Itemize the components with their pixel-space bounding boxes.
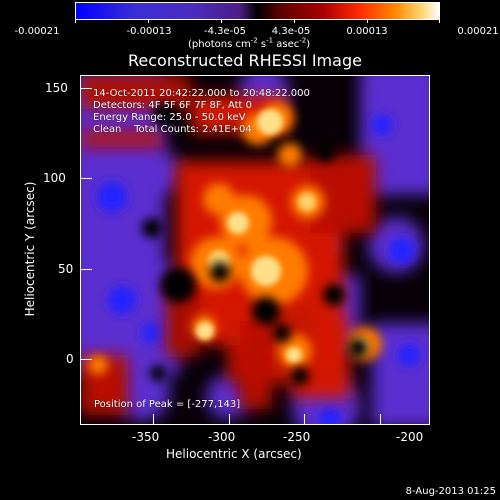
- units-sup-1: -2: [250, 36, 258, 45]
- units-suffix: ): [306, 39, 311, 50]
- colorbar-units: (photons cm-2 s-1 asec-2): [188, 36, 311, 52]
- peak-position: Position of Peak = [-277,143]: [94, 399, 241, 410]
- y-tick-150: [80, 88, 92, 89]
- y-tick-label-150: 150: [45, 81, 68, 95]
- colorbar-tick-3: [294, 20, 295, 23]
- y-tick-label-100: 100: [43, 171, 66, 185]
- rhessi-image-svg: [80, 75, 430, 425]
- units-sup-2: -1: [266, 36, 274, 45]
- colorbar-tick-5: [439, 20, 440, 23]
- colorbar-label-2: -0.00013: [126, 26, 172, 37]
- dark-holes: [142, 103, 368, 385]
- x-tick-minus-200: [380, 414, 381, 425]
- x-tick-label-minus-350: -350: [132, 430, 160, 444]
- colorbar-tick-1: [148, 20, 149, 23]
- x-tick-label-minus-250: -250: [283, 430, 311, 444]
- x-tick-label-minus-300: -300: [208, 430, 236, 444]
- colorbar-tick-0: [75, 20, 76, 23]
- units-mid: s: [257, 39, 267, 50]
- x-axis-ticks: [80, 414, 430, 425]
- x-axis-label: Heliocentric X (arcsec): [166, 447, 302, 461]
- colorbar-tick-2: [221, 20, 222, 23]
- x-tick-label-minus-200: -200: [396, 430, 424, 444]
- colorbar-tick-4: [367, 20, 368, 23]
- clean-counts-info: Clean Total Counts: 2.41E+04: [93, 124, 252, 135]
- colorbar-label-5: 0.00013: [346, 26, 388, 37]
- energy-range-info: Energy Range: 25.0 - 50.0 keV: [93, 112, 246, 123]
- colorbar-label-4: 4.3e-05: [271, 26, 311, 37]
- y-axis-ticks: [80, 75, 92, 425]
- y-tick-0: [80, 359, 92, 360]
- observation-time: 14-Oct-2011 20:42:22.000 to 20:48:22.000: [93, 88, 310, 99]
- units-sup-3: -2: [299, 36, 307, 45]
- y-tick-100: [80, 178, 92, 179]
- x-tick-minus-350: [153, 414, 154, 425]
- colorbar-label-3: -4.3e-05: [204, 26, 246, 37]
- generation-date: 8-Aug-2013 01:25: [405, 486, 496, 497]
- detectors-info: Detectors: 4F 5F 6F 7F 8F, Att 0: [93, 100, 253, 111]
- observation-info: 14-Oct-2011 20:42:22.000 to 20:48:22.000…: [93, 88, 310, 136]
- y-tick-label-0: 0: [66, 352, 74, 366]
- rhessi-image: [80, 75, 430, 425]
- units-prefix: (photons cm: [188, 39, 251, 50]
- colorbar-label-max: 0.00021: [457, 26, 499, 37]
- plot-title: Reconstructed RHESSI Image: [128, 51, 362, 70]
- y-axis-label: Heliocentric Y (arcsec): [23, 181, 37, 317]
- y-tick-label-50: 50: [58, 262, 74, 276]
- x-tick-minus-250: [304, 414, 305, 425]
- y-tick-50: [80, 269, 92, 270]
- colorbar: [75, 2, 440, 20]
- units-mid-2: asec: [273, 39, 300, 50]
- colorbar-label-min: -0.00021: [14, 26, 60, 37]
- x-tick-minus-300: [229, 414, 230, 425]
